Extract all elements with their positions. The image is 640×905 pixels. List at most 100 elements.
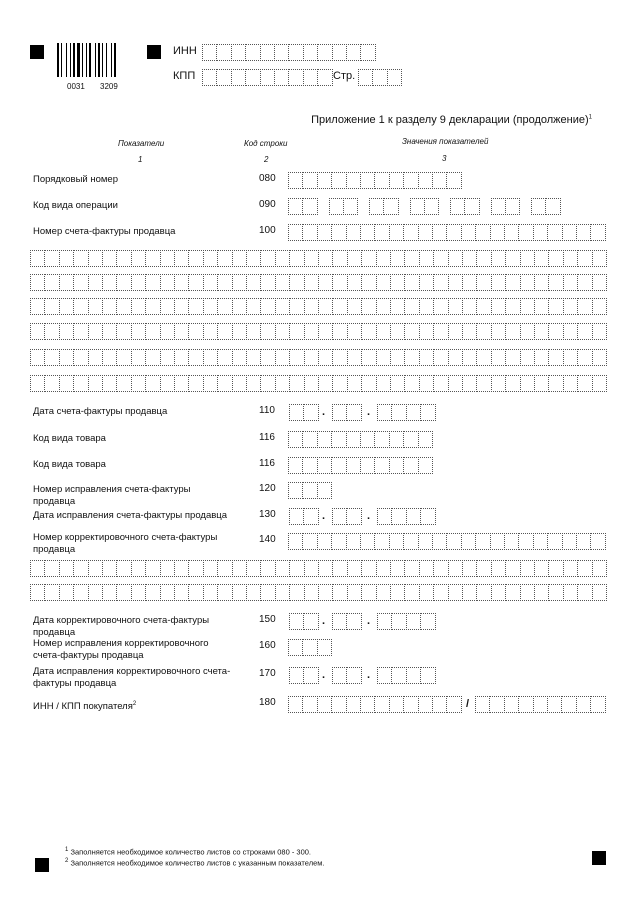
date-month-cell[interactable] (332, 667, 348, 684)
correction-invoice-number-cell[interactable] (591, 584, 607, 601)
invoice-number-cell[interactable] (462, 298, 478, 315)
operation-code-cell[interactable] (328, 198, 344, 215)
page-cell[interactable] (372, 69, 388, 86)
invoice-number-cell[interactable] (58, 274, 75, 291)
invoice-number-cell[interactable] (418, 375, 435, 392)
input-cell[interactable] (432, 172, 448, 189)
invoice-number-cell[interactable] (87, 298, 103, 315)
invoice-number-cell[interactable] (159, 375, 175, 392)
invoice-number-cell[interactable] (30, 298, 46, 315)
invoice-number-cell[interactable] (274, 375, 291, 392)
date-year-cell[interactable] (405, 404, 422, 421)
correction-invoice-number-cell[interactable] (562, 560, 579, 577)
invoice-number-cell[interactable] (462, 349, 478, 366)
input-cell[interactable] (504, 224, 520, 241)
buyer-kpp-cell[interactable] (575, 696, 592, 713)
invoice-number-cell[interactable] (346, 250, 363, 267)
correction-invoice-number-cell[interactable] (159, 560, 175, 577)
invoice-number-cell[interactable] (73, 375, 89, 392)
date-year-cell[interactable] (420, 508, 436, 525)
invoice-number-cell[interactable] (289, 274, 305, 291)
input-cell[interactable] (590, 224, 606, 241)
correction-invoice-number-cell[interactable] (174, 584, 190, 601)
input-cell[interactable] (331, 533, 347, 550)
date-year-cell[interactable] (405, 613, 422, 630)
invoice-number-cell[interactable] (87, 274, 103, 291)
date-year-cell[interactable] (405, 508, 422, 525)
correction-invoice-number-cell[interactable] (404, 584, 420, 601)
correction-invoice-number-cell[interactable] (130, 560, 147, 577)
invoice-number-cell[interactable] (303, 250, 319, 267)
correction-invoice-number-cell[interactable] (102, 584, 118, 601)
invoice-number-cell[interactable] (490, 323, 507, 340)
invoice-number-cell[interactable] (490, 298, 507, 315)
product-code-cell[interactable] (331, 457, 347, 474)
invoice-number-cell[interactable] (433, 298, 449, 315)
correction-invoice-number-cell[interactable] (476, 560, 492, 577)
invoice-number-cell[interactable] (188, 298, 204, 315)
invoice-number-cell[interactable] (404, 349, 420, 366)
correction-invoice-number-cell[interactable] (145, 584, 161, 601)
invoice-number-cell[interactable] (375, 274, 391, 291)
invoice-number-cell[interactable] (202, 375, 219, 392)
invoice-number-cell[interactable] (318, 349, 334, 366)
invoice-number-cell[interactable] (30, 375, 46, 392)
correction-invoice-number-cell[interactable] (418, 560, 435, 577)
invoice-number-cell[interactable] (562, 323, 579, 340)
invoice-number-cell[interactable] (58, 298, 75, 315)
inn-cell[interactable] (288, 44, 304, 61)
invoice-number-cell[interactable] (73, 274, 89, 291)
input-cell[interactable] (576, 533, 592, 550)
buyer-inn-cell[interactable] (374, 696, 390, 713)
product-code-cell[interactable] (388, 457, 405, 474)
product-code-cell[interactable] (345, 431, 361, 448)
invoice-number-cell[interactable] (361, 349, 377, 366)
input-cell[interactable] (360, 172, 376, 189)
invoice-number-cell[interactable] (375, 298, 391, 315)
invoice-number-cell[interactable] (260, 349, 276, 366)
inn-cell[interactable] (245, 44, 261, 61)
input-cell[interactable] (302, 533, 318, 550)
invoice-number-cell[interactable] (217, 375, 233, 392)
date-year-cell[interactable] (420, 667, 436, 684)
input-cell[interactable] (432, 224, 448, 241)
invoice-number-cell[interactable] (260, 250, 276, 267)
invoice-number-cell[interactable] (44, 323, 60, 340)
correction-invoice-number-cell[interactable] (274, 560, 291, 577)
buyer-inn-cell[interactable] (388, 696, 405, 713)
correction-invoice-number-cell[interactable] (303, 560, 319, 577)
invoice-number-cell[interactable] (145, 274, 161, 291)
input-cell[interactable] (302, 482, 318, 499)
input-cell[interactable] (316, 533, 333, 550)
product-code-cell[interactable] (288, 457, 304, 474)
input-cell[interactable] (345, 533, 361, 550)
invoice-number-cell[interactable] (73, 349, 89, 366)
buyer-inn-cell[interactable] (302, 696, 318, 713)
date-month-cell[interactable] (332, 613, 348, 630)
invoice-number-cell[interactable] (361, 323, 377, 340)
product-code-cell[interactable] (316, 431, 333, 448)
date-year-cell[interactable] (391, 508, 407, 525)
invoice-number-cell[interactable] (548, 298, 564, 315)
correction-invoice-number-cell[interactable] (318, 560, 334, 577)
invoice-number-cell[interactable] (519, 375, 535, 392)
correction-invoice-number-cell[interactable] (577, 584, 593, 601)
input-cell[interactable] (360, 533, 376, 550)
invoice-number-cell[interactable] (447, 298, 463, 315)
input-cell[interactable] (360, 224, 376, 241)
invoice-number-cell[interactable] (375, 250, 391, 267)
invoice-number-cell[interactable] (102, 298, 118, 315)
invoice-number-cell[interactable] (246, 349, 262, 366)
correction-invoice-number-cell[interactable] (577, 560, 593, 577)
correction-invoice-number-cell[interactable] (217, 584, 233, 601)
input-cell[interactable] (331, 172, 347, 189)
invoice-number-cell[interactable] (116, 274, 132, 291)
invoice-number-cell[interactable] (30, 250, 46, 267)
invoice-number-cell[interactable] (44, 298, 60, 315)
invoice-number-cell[interactable] (217, 349, 233, 366)
input-cell[interactable] (403, 224, 419, 241)
invoice-number-cell[interactable] (591, 349, 607, 366)
input-cell[interactable] (288, 533, 304, 550)
input-cell[interactable] (417, 224, 433, 241)
inn-cell[interactable] (360, 44, 376, 61)
